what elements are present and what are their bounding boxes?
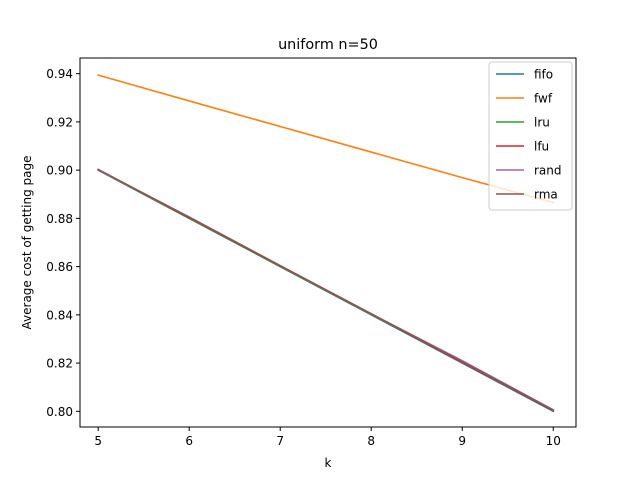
x-tick-label: 5	[94, 434, 102, 448]
axes-frame	[79, 57, 577, 428]
y-axis: 0.80 0.82 0.84 0.86 0.88 0.90 0.92 0.94	[46, 67, 80, 419]
x-axis-label: k	[325, 456, 332, 470]
y-tick-label: 0.94	[46, 67, 73, 81]
legend-label-fwf: fwf	[534, 92, 553, 106]
y-tick-label: 0.84	[46, 308, 73, 322]
legend: fifo fwf lru lfu rand rma	[488, 61, 573, 211]
series-line-rma	[97, 168, 555, 412]
x-tick-label: 8	[367, 434, 375, 448]
legend-label-rma: rma	[534, 188, 558, 202]
chart-title: uniform n=50	[278, 37, 378, 53]
y-tick-label: 0.90	[46, 164, 73, 178]
legend-label-lfu: lfu	[534, 140, 549, 154]
y-tick-label: 0.88	[46, 212, 73, 226]
x-tick-label: 6	[185, 434, 193, 448]
legend-label-rand: rand	[534, 164, 562, 178]
y-tick-label: 0.82	[46, 357, 73, 371]
y-axis-label: Average cost of getting page	[20, 156, 34, 330]
legend-label-lru: lru	[534, 116, 550, 130]
legend-label-fifo: fifo	[534, 68, 553, 82]
x-axis: 5 6 7 8 9 10	[94, 427, 561, 448]
y-tick-label: 0.86	[46, 260, 73, 274]
y-tick-label: 0.92	[46, 115, 73, 129]
x-tick-label: 9	[458, 434, 466, 448]
x-tick-label: 10	[546, 434, 561, 448]
series-line-fwf	[97, 74, 555, 204]
plot-area	[97, 74, 555, 413]
y-tick-label: 0.80	[46, 405, 73, 419]
x-tick-label: 7	[276, 434, 284, 448]
legend-box	[488, 61, 573, 211]
